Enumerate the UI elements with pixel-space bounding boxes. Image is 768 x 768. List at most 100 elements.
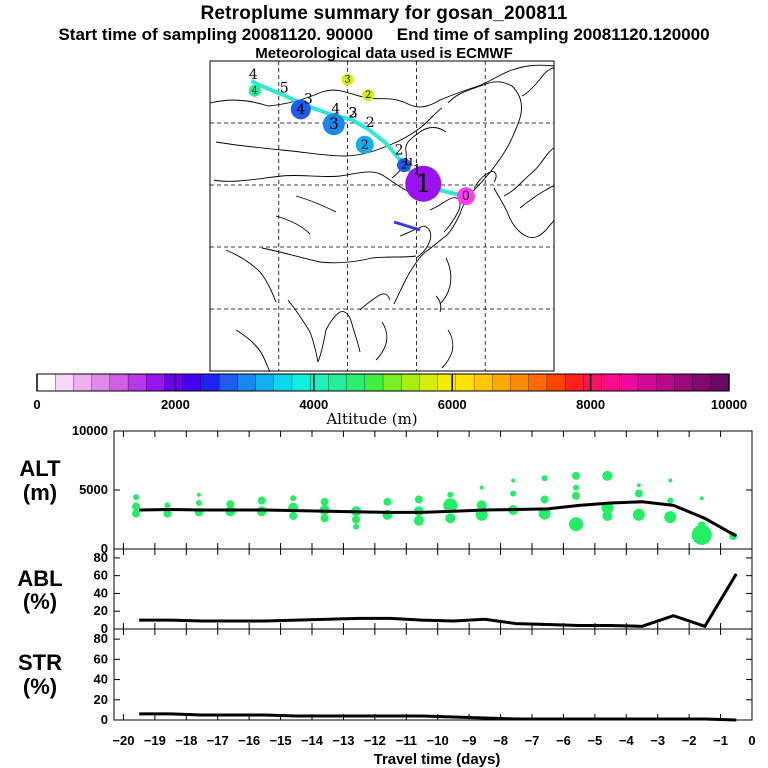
alt-scatter-point xyxy=(636,483,641,488)
alt-scatter-point xyxy=(569,517,583,532)
map-point-label: 2 xyxy=(401,160,407,171)
alt-scatter-point xyxy=(195,499,202,506)
map-point-label: 2 xyxy=(361,137,369,152)
map-gridlines xyxy=(210,61,554,371)
colorbar-cell xyxy=(419,373,439,392)
x-tick-label: −8 xyxy=(493,733,508,748)
x-tick-label: −3 xyxy=(650,733,665,748)
alt-scatter-point xyxy=(383,497,392,506)
colorbar-tick-label: 2000 xyxy=(161,397,190,412)
colorbar-cell xyxy=(218,373,238,392)
x-tick-label: −20 xyxy=(112,733,134,748)
colorbar-cell xyxy=(36,373,56,392)
alt-scatter-point xyxy=(226,500,235,509)
alt-scatter-point xyxy=(572,491,580,500)
y-tick-label: 0 xyxy=(101,541,108,556)
met-data-label: Meteorological data used is ECMWF xyxy=(255,45,513,62)
alt-mean-line xyxy=(139,500,738,538)
alt-scatter-point xyxy=(133,494,139,501)
alt-scatter-point xyxy=(476,500,487,511)
colorbar-cell xyxy=(492,373,511,392)
alt-scatter-point xyxy=(691,524,712,545)
alt-scatter-point xyxy=(132,509,140,518)
colorbar-cell xyxy=(710,373,730,392)
alt-scatter-point xyxy=(668,478,673,483)
alt-unit: (m) xyxy=(23,480,57,505)
alt-scatter-point xyxy=(353,523,359,530)
alt-scatter-point xyxy=(573,484,579,491)
x-tick-label: −12 xyxy=(364,733,386,748)
x-tick-label: −13 xyxy=(332,733,354,748)
alt-scatter-point xyxy=(664,511,677,524)
alt-scatter-point xyxy=(699,496,704,501)
alt-scatter-point xyxy=(602,470,613,481)
x-tick-label: −18 xyxy=(175,733,197,748)
colorbar-cell xyxy=(364,373,384,392)
alt-scatter-point xyxy=(667,497,674,504)
trajectory-day-label: 4 xyxy=(249,67,258,83)
alt-scatter-point xyxy=(540,495,549,504)
map-point-circle xyxy=(341,73,354,86)
trajectory-start-segment xyxy=(393,220,421,232)
alt-scatter-point xyxy=(413,515,424,526)
alt-scatter-point xyxy=(320,497,329,506)
colorbar-tick-label: 0 xyxy=(33,397,40,412)
trajectory-day-label: 4 xyxy=(331,102,340,118)
x-tick-label: −16 xyxy=(238,733,260,748)
y-tick-label: 20 xyxy=(94,692,108,707)
abl-label: ABL xyxy=(17,566,62,591)
alt-scatter-point xyxy=(445,513,456,524)
map-point-label: 3 xyxy=(329,115,339,133)
colorbar-cell xyxy=(437,373,457,392)
alt-scatter-points xyxy=(132,470,738,545)
trajectory-day-label: 2 xyxy=(395,142,404,158)
x-tick-label: −15 xyxy=(270,733,292,748)
alt-scatter-point xyxy=(289,511,298,520)
abl-unit: (%) xyxy=(23,589,57,614)
x-tick-label: −4 xyxy=(619,733,635,748)
str-panel: STR (%) 0 20 40 60 80 xyxy=(18,628,753,727)
y-tick-label: 40 xyxy=(94,672,108,687)
alt-y-axis: 0 5000 10000 xyxy=(72,423,752,556)
map-point-label: 2 xyxy=(365,90,371,101)
map-point-circle xyxy=(397,158,412,173)
map-point-circle xyxy=(456,187,475,206)
alt-scatter-point xyxy=(511,478,516,483)
colorbar-cell xyxy=(55,373,74,392)
alt-scatter-point xyxy=(510,490,517,497)
colorbar-cell xyxy=(528,373,548,392)
colorbar-cell xyxy=(182,373,202,392)
colorbar-cell xyxy=(583,373,602,392)
map-point-label: 4 xyxy=(252,85,258,96)
y-tick-label: 60 xyxy=(94,568,108,583)
alt-scatter-point xyxy=(132,502,140,511)
colorbar-cell xyxy=(200,373,220,392)
map-point-circle xyxy=(322,113,345,136)
travel-time-axis: −20 −19 −18 −17 −16 −15 −14 −13 −12 −11 −10 −9 −8 −7−… xyxy=(112,431,756,748)
x-tick-label: −5 xyxy=(587,733,602,748)
colorbar-cell xyxy=(674,373,694,392)
y-tick-label: 0 xyxy=(101,621,108,636)
x-tick-label: −11 xyxy=(396,733,417,748)
alt-scatter-point xyxy=(196,492,201,497)
abl-y-axis: 0 20 40 60 80 xyxy=(94,550,752,636)
alt-panel: ALT (m) 0 5000 10000 xyxy=(19,423,753,556)
alt-scatter-point xyxy=(538,507,551,520)
abl-panel: ABL (%) 0 20 40 60 80 xyxy=(17,548,753,636)
trajectory-day-label: 2 xyxy=(366,115,375,131)
colorbar-cell xyxy=(273,373,293,392)
colorbar-cell xyxy=(510,373,530,392)
y-tick-label: 60 xyxy=(94,651,108,666)
colorbar-cell xyxy=(255,373,275,392)
alt-scatter-point xyxy=(164,502,171,509)
x-tick-label: −1 xyxy=(713,733,728,748)
y-tick-label: 40 xyxy=(94,585,108,600)
x-axis-label: Travel time (days) xyxy=(374,751,501,768)
map-point-label: 1 xyxy=(415,169,431,198)
x-tick-label: −19 xyxy=(144,733,166,748)
colorbar-tick-label: 10000 xyxy=(711,397,747,412)
colorbar-tick-labels: 0 2000 4000 6000 8000 10000 xyxy=(33,374,747,412)
colorbar-cell xyxy=(291,373,311,392)
map-point-circle xyxy=(290,99,311,120)
